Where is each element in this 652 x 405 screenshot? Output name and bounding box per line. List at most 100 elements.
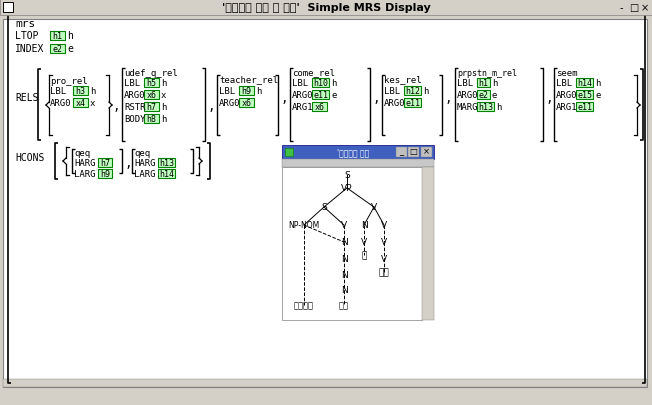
- Text: ,: ,: [444, 91, 451, 104]
- Text: ,: ,: [124, 157, 132, 170]
- Text: h: h: [161, 103, 166, 112]
- Bar: [144, 91, 159, 100]
- Bar: [3, 379, 647, 387]
- Text: N: N: [340, 270, 348, 279]
- Bar: [73, 99, 88, 108]
- Text: pro_rel: pro_rel: [50, 76, 87, 85]
- Text: h: h: [161, 115, 166, 124]
- Text: N: N: [340, 238, 348, 247]
- Text: BODY: BODY: [124, 115, 145, 124]
- Bar: [576, 103, 593, 112]
- Text: h7: h7: [100, 159, 110, 168]
- Bar: [158, 159, 175, 168]
- Text: V: V: [381, 254, 387, 263]
- Text: LBL: LBL: [219, 87, 235, 96]
- Bar: [144, 79, 159, 88]
- Text: ,: ,: [207, 99, 215, 112]
- Text: 것: 것: [361, 251, 366, 260]
- Text: ARG0: ARG0: [124, 91, 145, 100]
- Bar: [98, 159, 112, 168]
- Text: h: h: [331, 79, 336, 88]
- Text: RSTR: RSTR: [124, 103, 145, 112]
- Text: INDEX: INDEX: [15, 44, 44, 54]
- Text: e2: e2: [53, 45, 63, 54]
- Text: h: h: [492, 79, 497, 88]
- Text: h14: h14: [159, 170, 174, 179]
- Text: ARG0: ARG0: [50, 99, 72, 108]
- Text: NP-NOM: NP-NOM: [288, 221, 319, 230]
- Text: x6: x6: [147, 91, 156, 100]
- Text: h1: h1: [479, 79, 488, 88]
- Text: e11: e11: [313, 91, 328, 100]
- Text: ,: ,: [372, 91, 379, 104]
- Text: ,: ,: [545, 91, 552, 104]
- Text: h12: h12: [405, 87, 420, 96]
- Text: HCONS: HCONS: [15, 153, 44, 162]
- Text: ARG1: ARG1: [556, 103, 578, 112]
- Text: 선생님이: 선생님이: [294, 301, 314, 310]
- Text: h: h: [67, 31, 73, 41]
- Text: ARG0: ARG0: [292, 91, 314, 100]
- Text: MARG: MARG: [457, 103, 479, 112]
- Text: come_rel: come_rel: [292, 68, 335, 77]
- Text: V: V: [341, 221, 347, 230]
- Text: h3: h3: [76, 87, 85, 96]
- Bar: [312, 91, 329, 100]
- Text: RELS: RELS: [15, 93, 38, 103]
- Text: '선생님이 오실 것 같다'  Simple MRS Display: '선생님이 오실 것 같다' Simple MRS Display: [222, 3, 430, 13]
- Text: e11: e11: [577, 103, 592, 112]
- Bar: [421, 148, 432, 158]
- Text: e: e: [492, 91, 497, 100]
- Bar: [98, 170, 112, 179]
- Text: seem: seem: [556, 68, 578, 77]
- Text: ARG0: ARG0: [219, 99, 241, 108]
- Text: LBL: LBL: [384, 87, 400, 96]
- Bar: [312, 103, 327, 112]
- Text: LTOP: LTOP: [15, 31, 38, 41]
- Text: LARG: LARG: [134, 170, 155, 179]
- Bar: [422, 168, 434, 320]
- Bar: [477, 103, 494, 112]
- Text: e: e: [331, 91, 336, 100]
- Text: x: x: [161, 91, 166, 100]
- Bar: [3, 3, 13, 13]
- Text: 갈다: 갈다: [379, 268, 389, 277]
- Text: mrs: mrs: [15, 19, 35, 29]
- Text: h: h: [595, 79, 600, 88]
- Text: -: -: [619, 3, 623, 13]
- Bar: [239, 87, 254, 96]
- Text: e2: e2: [479, 91, 488, 100]
- Text: teacher_rel: teacher_rel: [219, 75, 278, 84]
- Text: ,: ,: [112, 99, 119, 112]
- Bar: [50, 45, 65, 54]
- Text: ARG0: ARG0: [457, 91, 479, 100]
- Text: 오실: 오실: [339, 301, 349, 310]
- Text: x: x: [90, 99, 95, 108]
- Bar: [144, 103, 159, 112]
- Text: h9: h9: [241, 87, 252, 96]
- Text: ARG0: ARG0: [384, 99, 406, 108]
- Text: kes_rel: kes_rel: [384, 75, 422, 84]
- Text: h10: h10: [313, 79, 328, 88]
- Text: h5: h5: [147, 79, 156, 88]
- Bar: [0, 0, 652, 16]
- Text: ARG0: ARG0: [556, 91, 578, 100]
- Bar: [396, 148, 407, 158]
- Text: udef_q_rel: udef_q_rel: [124, 68, 178, 77]
- Bar: [144, 115, 159, 124]
- Bar: [50, 32, 65, 41]
- Bar: [404, 87, 421, 96]
- Bar: [282, 168, 422, 320]
- Bar: [239, 99, 254, 108]
- Text: prpstn_m_rel: prpstn_m_rel: [457, 68, 517, 77]
- Text: h13: h13: [478, 103, 493, 112]
- Text: LARG: LARG: [74, 170, 95, 179]
- Text: h8: h8: [147, 115, 156, 124]
- Text: ,: ,: [280, 91, 288, 104]
- Bar: [477, 79, 490, 88]
- Text: VP: VP: [341, 184, 353, 193]
- Bar: [158, 170, 175, 179]
- Text: h9: h9: [100, 170, 110, 179]
- Bar: [576, 91, 593, 100]
- Text: qeq: qeq: [74, 149, 90, 158]
